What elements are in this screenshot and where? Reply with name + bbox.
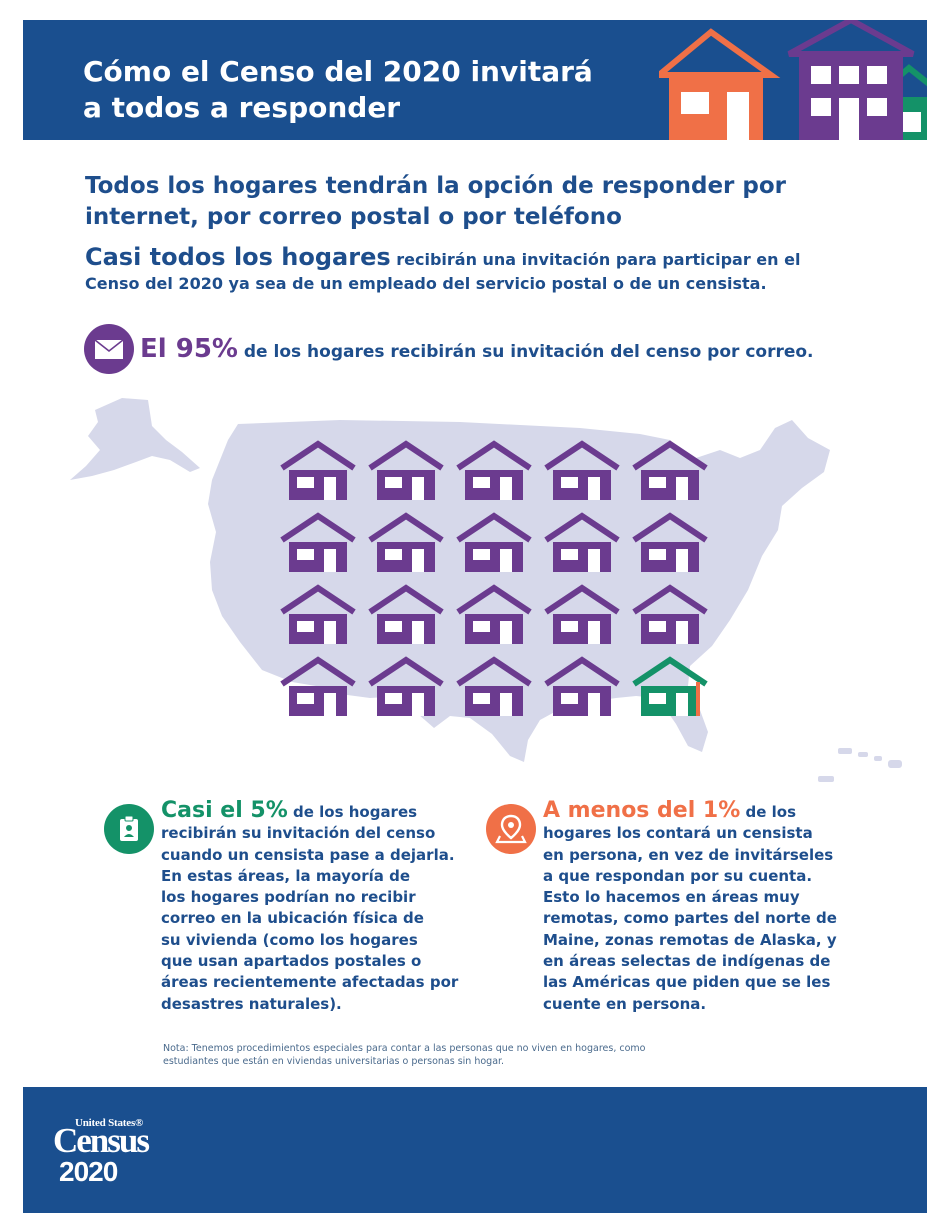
- census-worker-line: áreas recientemente afectadas por: [161, 973, 459, 992]
- in-person-line: en persona, en vez de invitárseles: [543, 845, 834, 864]
- headline: Todos los hogares tendrán la opción de r…: [85, 171, 885, 233]
- in-person-line: en áreas selectas de indígenas de: [543, 952, 831, 971]
- census-worker-percent: Casi el 5%: [161, 798, 288, 823]
- footnote-line-2: estudiantes que están en viviendas unive…: [163, 1056, 505, 1067]
- location-pin-icon: [486, 804, 536, 854]
- house-icon: [280, 512, 356, 572]
- house-icon: [456, 440, 532, 500]
- us-map-house-grid: [70, 398, 902, 782]
- title-line-1: Cómo el Censo del 2020 invitará: [83, 55, 593, 88]
- intro-line-2: Censo del 2020 ya sea de un empleado del…: [85, 274, 767, 293]
- census-worker-text: Casi el 5% de los hogares recibirán su i…: [161, 800, 481, 1015]
- census-worker-line: recibirán su invitación del censo: [161, 824, 436, 843]
- house-icon: [456, 656, 532, 716]
- census-worker-line: su vivienda (como los hogares: [161, 930, 418, 949]
- mail-stat-rest: de los hogares recibirán su invitación d…: [237, 342, 814, 362]
- in-person-line: a que respondan por su cuenta.: [543, 866, 813, 885]
- house-icon: [544, 512, 620, 572]
- census-worker-line: correo en la ubicación física de: [161, 909, 424, 928]
- hawaii-shape: [838, 748, 902, 768]
- intro-paragraph: Casi todos los hogares recibirán una inv…: [85, 245, 885, 296]
- footnote: Nota: Tenemos procedimientos especiales …: [163, 1042, 763, 1068]
- house-icon: [632, 512, 708, 572]
- house-icon: [544, 656, 620, 716]
- in-person-line: cuente en persona.: [543, 994, 707, 1013]
- purple-house-icon: [787, 20, 915, 140]
- intro-lead: Casi todos los hogares: [85, 243, 391, 271]
- in-person-line: hogares los contará un censista: [543, 824, 813, 843]
- house-icon: [632, 440, 708, 500]
- in-person-line-1-rest: de los: [740, 803, 797, 821]
- house-icon: [368, 584, 444, 644]
- census-worker-line: desastres naturales).: [161, 994, 342, 1013]
- page-title: Cómo el Censo del 2020 invitará a todos …: [83, 54, 703, 126]
- house-icon: [456, 512, 532, 572]
- in-person-line: remotas, como partes del norte de: [543, 909, 837, 928]
- in-person-percent: A menos del 1%: [543, 798, 741, 823]
- header-banner: Cómo el Censo del 2020 invitará a todos …: [23, 20, 927, 140]
- mail-stat: El 95% de los hogares recibirán su invit…: [84, 324, 914, 374]
- orange-house-icon: [659, 28, 781, 140]
- footer-banner: United States® Census 2020: [23, 1087, 927, 1213]
- in-person-text: A menos del 1% de los hogares los contar…: [543, 800, 868, 1015]
- logo-year: 2020: [59, 1156, 118, 1187]
- house-grid: [280, 440, 708, 716]
- mail-stat-text: El 95% de los hogares recibirán su invit…: [140, 334, 814, 364]
- headline-line-1: Todos los hogares tendrán la opción de r…: [85, 173, 786, 199]
- house-icon: [456, 584, 532, 644]
- house-icon: [368, 440, 444, 500]
- census-worker-line: que usan apartados postales o: [161, 952, 422, 971]
- alaska-shape: [70, 398, 200, 480]
- house-icon: [544, 584, 620, 644]
- census-worker-line: los hogares podrían no recibir: [161, 888, 416, 907]
- census-worker-line: cuando un censista pase a dejarla.: [161, 845, 455, 864]
- census-2020-logo: United States® Census 2020: [53, 1117, 203, 1197]
- census-worker-line-1-rest: de los hogares: [287, 803, 418, 821]
- footnote-line-1: Nota: Tenemos procedimientos especiales …: [163, 1043, 646, 1054]
- header-houses-illustration: [659, 20, 927, 140]
- us-map: [70, 398, 902, 782]
- contiguous-us-shape: [208, 420, 830, 762]
- house-icon: [632, 584, 708, 644]
- mail-icon: [84, 324, 134, 374]
- house-icon: [368, 512, 444, 572]
- logo-census: Census: [53, 1121, 150, 1160]
- house-icon: [280, 656, 356, 716]
- house-icon: [368, 656, 444, 716]
- mail-stat-percent: El 95%: [140, 334, 238, 364]
- headline-line-2: internet, por correo postal o por teléfo…: [85, 204, 622, 230]
- intro-line-1-rest: recibirán una invitación para participar…: [390, 250, 801, 269]
- in-person-line: las Américas que piden que se les: [543, 973, 831, 992]
- house-icon: [280, 440, 356, 500]
- logo-united-states: United States®: [75, 1117, 144, 1129]
- house-icon: [544, 440, 620, 500]
- title-line-2: a todos a responder: [83, 91, 401, 124]
- puerto-rico-shape: [818, 776, 834, 782]
- clipboard-icon: [104, 804, 154, 854]
- house-icon: [632, 656, 708, 716]
- in-person-line: Esto lo hacemos en áreas muy: [543, 888, 800, 907]
- in-person-line: Maine, zonas remotas de Alaska, y: [543, 930, 837, 949]
- house-icon: [280, 584, 356, 644]
- census-worker-line: En estas áreas, la mayoría de: [161, 866, 411, 885]
